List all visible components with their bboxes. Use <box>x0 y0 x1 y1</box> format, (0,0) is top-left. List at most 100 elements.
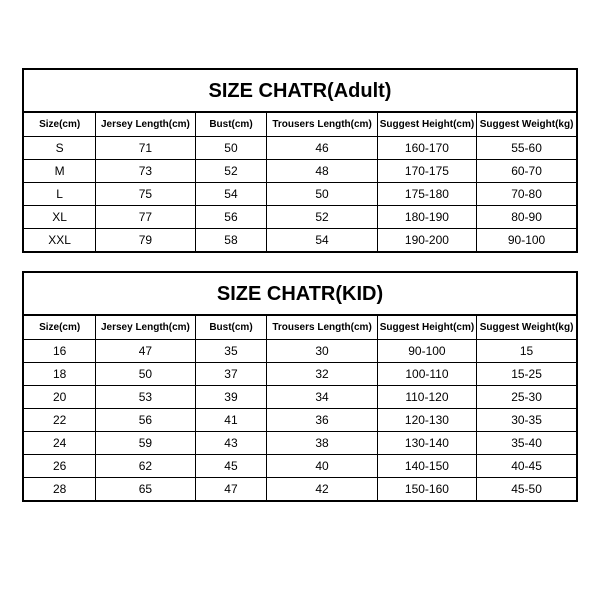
col-suggest-height: Suggest Height(cm) <box>377 113 476 137</box>
table-row: 16 47 35 30 90-100 15 <box>24 340 576 363</box>
col-size: Size(cm) <box>24 316 96 340</box>
cell: 24 <box>24 432 96 455</box>
cell: 130-140 <box>377 432 476 455</box>
cell: 54 <box>267 229 377 252</box>
cell: 30 <box>267 340 377 363</box>
col-size: Size(cm) <box>24 113 96 137</box>
cell: 50 <box>267 183 377 206</box>
cell: 52 <box>267 206 377 229</box>
cell: 37 <box>195 363 267 386</box>
cell: 28 <box>24 478 96 501</box>
col-trousers-length: Trousers Length(cm) <box>267 113 377 137</box>
col-suggest-weight: Suggest Weight(kg) <box>477 113 576 137</box>
cell: 50 <box>96 363 195 386</box>
cell: XXL <box>24 229 96 252</box>
kid-table: Size(cm) Jersey Length(cm) Bust(cm) Trou… <box>24 316 576 500</box>
table-row: XL 77 56 52 180-190 80-90 <box>24 206 576 229</box>
cell: 54 <box>195 183 267 206</box>
cell: 120-130 <box>377 409 476 432</box>
cell: XL <box>24 206 96 229</box>
cell: 180-190 <box>377 206 476 229</box>
table-row: 24 59 43 38 130-140 35-40 <box>24 432 576 455</box>
cell: 25-30 <box>477 386 576 409</box>
cell: 43 <box>195 432 267 455</box>
table-row: L 75 54 50 175-180 70-80 <box>24 183 576 206</box>
cell: 79 <box>96 229 195 252</box>
cell: 38 <box>267 432 377 455</box>
table-row: S 71 50 46 160-170 55-60 <box>24 137 576 160</box>
cell: 48 <box>267 160 377 183</box>
table-row: 26 62 45 40 140-150 40-45 <box>24 455 576 478</box>
cell: 59 <box>96 432 195 455</box>
col-bust: Bust(cm) <box>195 113 267 137</box>
cell: 60-70 <box>477 160 576 183</box>
cell: 58 <box>195 229 267 252</box>
kid-size-chart: SIZE CHATR(KID) Size(cm) Jersey Length(c… <box>22 271 578 502</box>
cell: 52 <box>195 160 267 183</box>
table-row: 18 50 37 32 100-110 15-25 <box>24 363 576 386</box>
cell: 39 <box>195 386 267 409</box>
adult-chart-title: SIZE CHATR(Adult) <box>24 70 576 113</box>
cell: 160-170 <box>377 137 476 160</box>
col-bust: Bust(cm) <box>195 316 267 340</box>
cell: 56 <box>96 409 195 432</box>
cell: 40-45 <box>477 455 576 478</box>
table-row: 28 65 47 42 150-160 45-50 <box>24 478 576 501</box>
cell: 35 <box>195 340 267 363</box>
cell: 150-160 <box>377 478 476 501</box>
cell: 175-180 <box>377 183 476 206</box>
cell: M <box>24 160 96 183</box>
cell: 40 <box>267 455 377 478</box>
adult-size-chart: SIZE CHATR(Adult) Size(cm) Jersey Length… <box>22 68 578 253</box>
cell: 47 <box>96 340 195 363</box>
cell: 30-35 <box>477 409 576 432</box>
cell: 16 <box>24 340 96 363</box>
cell: L <box>24 183 96 206</box>
col-suggest-height: Suggest Height(cm) <box>377 316 476 340</box>
cell: 70-80 <box>477 183 576 206</box>
table-row: 20 53 39 34 110-120 25-30 <box>24 386 576 409</box>
cell: 42 <box>267 478 377 501</box>
col-jersey-length: Jersey Length(cm) <box>96 113 195 137</box>
cell: 62 <box>96 455 195 478</box>
cell: 65 <box>96 478 195 501</box>
cell: 47 <box>195 478 267 501</box>
cell: 22 <box>24 409 96 432</box>
cell: 170-175 <box>377 160 476 183</box>
kid-header-row: Size(cm) Jersey Length(cm) Bust(cm) Trou… <box>24 316 576 340</box>
cell: 75 <box>96 183 195 206</box>
cell: 46 <box>267 137 377 160</box>
col-jersey-length: Jersey Length(cm) <box>96 316 195 340</box>
col-trousers-length: Trousers Length(cm) <box>267 316 377 340</box>
cell: 140-150 <box>377 455 476 478</box>
cell: 71 <box>96 137 195 160</box>
cell: 35-40 <box>477 432 576 455</box>
cell: 50 <box>195 137 267 160</box>
page: SIZE CHATR(Adult) Size(cm) Jersey Length… <box>0 0 600 600</box>
cell: 56 <box>195 206 267 229</box>
col-suggest-weight: Suggest Weight(kg) <box>477 316 576 340</box>
cell: 20 <box>24 386 96 409</box>
cell: 26 <box>24 455 96 478</box>
cell: 15-25 <box>477 363 576 386</box>
cell: 18 <box>24 363 96 386</box>
cell: 110-120 <box>377 386 476 409</box>
adult-header-row: Size(cm) Jersey Length(cm) Bust(cm) Trou… <box>24 113 576 137</box>
cell: 55-60 <box>477 137 576 160</box>
table-row: M 73 52 48 170-175 60-70 <box>24 160 576 183</box>
cell: 190-200 <box>377 229 476 252</box>
cell: 41 <box>195 409 267 432</box>
cell: 90-100 <box>377 340 476 363</box>
cell: S <box>24 137 96 160</box>
table-row: 22 56 41 36 120-130 30-35 <box>24 409 576 432</box>
table-row: XXL 79 58 54 190-200 90-100 <box>24 229 576 252</box>
cell: 80-90 <box>477 206 576 229</box>
cell: 45-50 <box>477 478 576 501</box>
cell: 53 <box>96 386 195 409</box>
cell: 34 <box>267 386 377 409</box>
cell: 73 <box>96 160 195 183</box>
kid-chart-title: SIZE CHATR(KID) <box>24 273 576 316</box>
cell: 15 <box>477 340 576 363</box>
cell: 90-100 <box>477 229 576 252</box>
cell: 36 <box>267 409 377 432</box>
